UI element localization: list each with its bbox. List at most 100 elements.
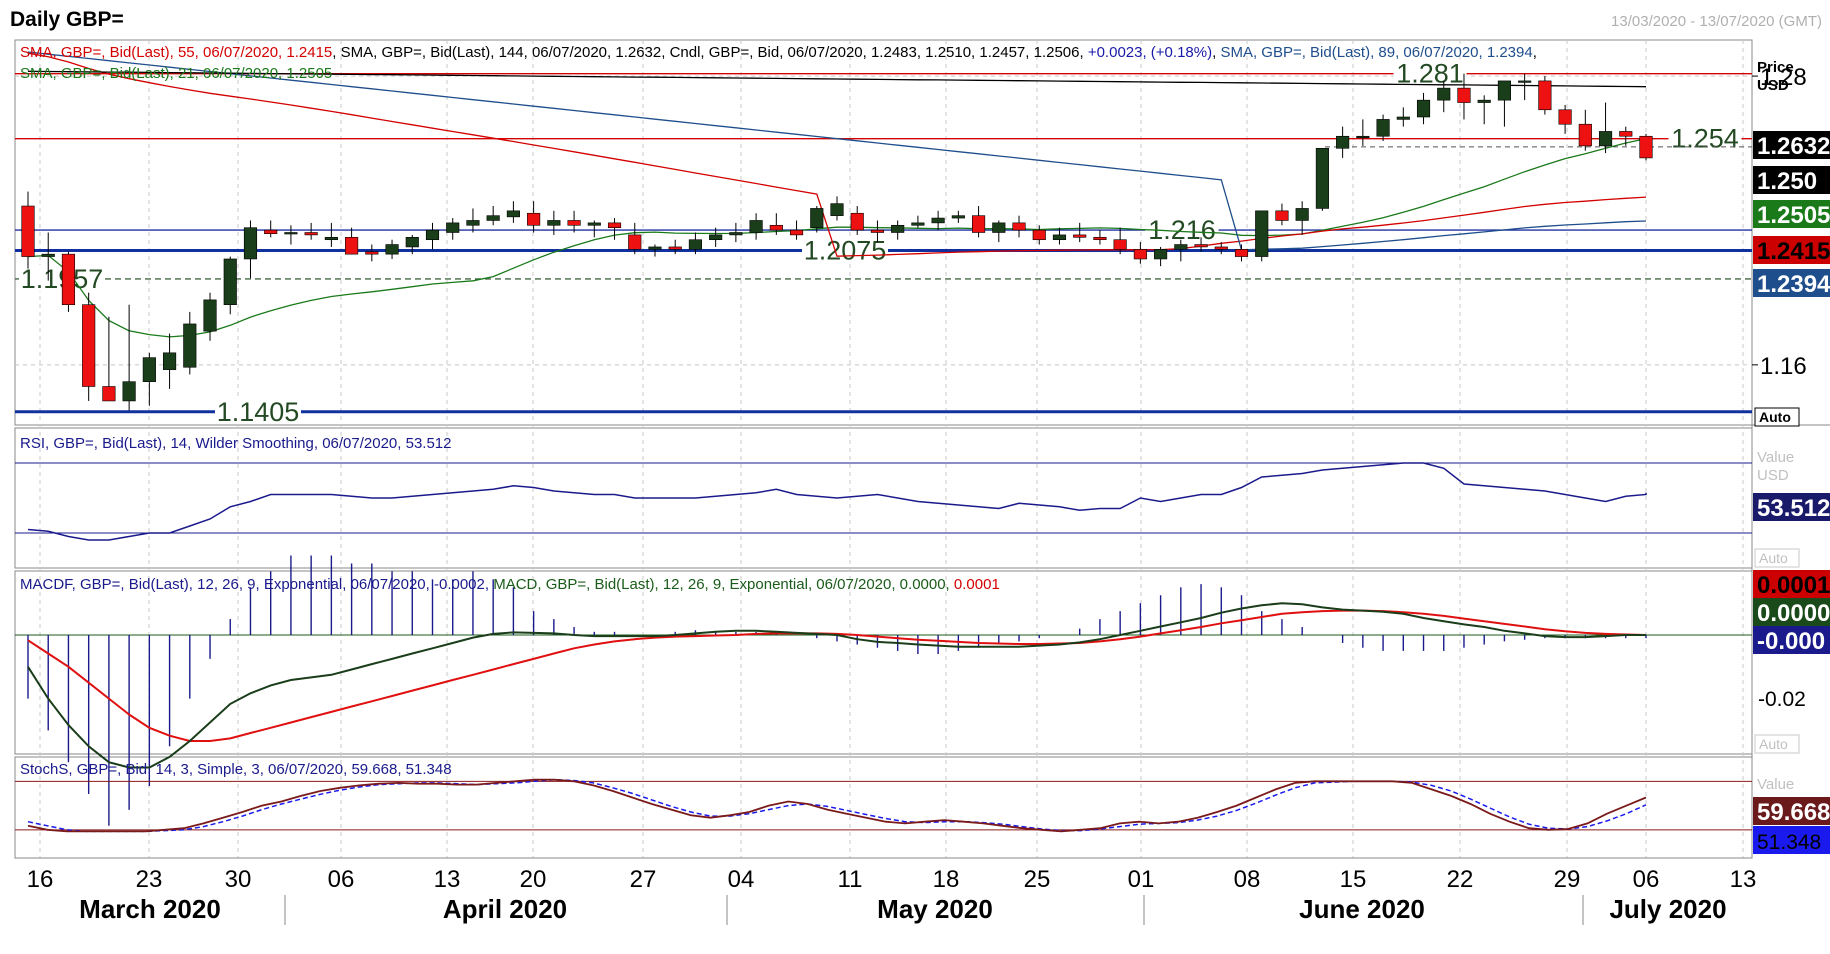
x-tick-label: 11 [838, 866, 863, 893]
chart-title: Daily GBP= [10, 8, 124, 31]
candle-body [1133, 249, 1147, 260]
x-tick-label: 18 [933, 866, 960, 893]
candle-body [1275, 210, 1289, 221]
price-tick-label: 1.16 [1760, 353, 1807, 380]
stoch-value-label: Value [1757, 776, 1794, 793]
rsi-auto-button[interactable]: Auto [1754, 548, 1800, 568]
candle-body [1255, 210, 1269, 257]
candle-body [972, 215, 986, 233]
x-tick-label: 04 [728, 866, 755, 893]
last-value-tag-bg [1753, 166, 1830, 194]
candle-body [1396, 116, 1410, 120]
candle-body [870, 229, 885, 233]
candle-body [304, 232, 318, 236]
rsi-value-label: Value [1757, 449, 1794, 466]
candle-body [1477, 99, 1491, 103]
x-tick-label: 22 [1447, 866, 1474, 893]
x-tick-label: 16 [27, 866, 54, 893]
rsi-tag-bg [1753, 493, 1830, 521]
last-value-tag-bg [1753, 236, 1830, 264]
stoch-k-tag-bg [1753, 797, 1830, 825]
candle-body [911, 222, 925, 226]
level-label-bg [802, 236, 888, 263]
candle-body [1437, 87, 1451, 101]
macd-tag-bg [1753, 570, 1830, 598]
candle-body [506, 210, 520, 218]
candle-body [243, 227, 258, 260]
candle-body [709, 234, 723, 241]
candle-body [203, 299, 217, 332]
macd-auto-button[interactable]: Auto [1754, 734, 1800, 754]
price-header-line2: SMA, GBP=, Bid(Last), 21, 06/07/2020, 1.… [20, 65, 332, 82]
candle-body [1093, 237, 1107, 241]
candle-body [527, 212, 541, 226]
candle-body [1376, 119, 1390, 137]
header-segment: , [332, 44, 340, 61]
price-tick-label: 1.28 [1760, 64, 1807, 91]
x-tick-label: 06 [328, 866, 355, 893]
candle-body [1032, 229, 1046, 241]
candle-body [1497, 80, 1511, 101]
candle-body [61, 253, 76, 305]
price-unit-label: Price [1757, 59, 1794, 76]
header-segment: 0.0001 [954, 576, 1000, 593]
candle-body [668, 246, 682, 250]
rsi-unit-label: USD [1757, 467, 1789, 484]
candle-body [82, 304, 96, 387]
candle-body [1578, 123, 1592, 147]
x-month-label: May 2020 [877, 894, 993, 924]
price-auto-button[interactable]: Auto [1754, 407, 1800, 427]
macd-line [27, 602, 1646, 769]
rsi-line [27, 462, 1647, 541]
level-label: 1.2075 [804, 236, 887, 266]
x-tick-label: 13 [434, 866, 461, 893]
header-segment: , [1212, 44, 1220, 61]
candle-body [365, 251, 379, 255]
candle-body [567, 220, 581, 226]
candle-body [1457, 87, 1471, 103]
x-tick-label: 30 [225, 866, 252, 893]
candle-body [1234, 249, 1249, 257]
macd-last-value: -0.000 [1757, 628, 1825, 655]
macd-auto-label: Auto [1759, 736, 1788, 752]
candle-body [385, 244, 399, 255]
stoch-header: StochS, GBP=, Bid, 14, 3, Simple, 3, 06/… [20, 761, 452, 778]
header-segment: SMA, GBP=, Bid(Last), 144, 06/07/2020, 1… [341, 44, 662, 61]
candle-body [425, 229, 440, 241]
candle-body [1052, 234, 1067, 241]
candle-body [1214, 246, 1228, 250]
candle-body [345, 237, 359, 255]
last-value-tag: 1.2632 [1757, 133, 1830, 160]
stoch-series [15, 778, 1752, 833]
candle-body [466, 220, 480, 226]
candle-body [223, 258, 237, 305]
price-header-line1: SMA, GBP=, Bid(Last), 55, 06/07/2020, 1.… [20, 44, 1537, 61]
candle-body [810, 208, 824, 228]
candle-body [1416, 99, 1431, 118]
candle-body [607, 222, 622, 228]
sma-89-line [27, 51, 1647, 251]
x-tick-label: 15 [1340, 866, 1367, 893]
x-tick-label: 27 [630, 866, 657, 893]
macd-series [15, 555, 1752, 826]
candle-body [1113, 239, 1127, 250]
x-tick-label: 20 [520, 866, 547, 893]
x-month-label: July 2020 [1609, 894, 1726, 924]
candle-body [1154, 249, 1168, 260]
macd-tick-label: -0.02 [1758, 688, 1806, 711]
level-label: 1.281 [1396, 59, 1464, 89]
candle-body [486, 215, 500, 221]
x-tick-label: 29 [1554, 866, 1581, 893]
candle-body [324, 237, 338, 241]
candle-body [1598, 131, 1613, 147]
stoch-k-last-value: 59.668 [1757, 799, 1830, 826]
level-label-bg [1393, 59, 1467, 86]
candlesticks [21, 73, 1653, 411]
header-segment: MACD, GBP=, Bid(Last), 12, 26, 9, Expone… [493, 576, 954, 593]
candle-body [284, 232, 298, 235]
last-value-tag-bg [1753, 131, 1830, 159]
rsi-header: RSI, GBP=, Bid(Last), 14, Wilder Smoothi… [20, 435, 452, 452]
candle-body [850, 212, 864, 231]
macd-tag-bg [1753, 598, 1830, 626]
